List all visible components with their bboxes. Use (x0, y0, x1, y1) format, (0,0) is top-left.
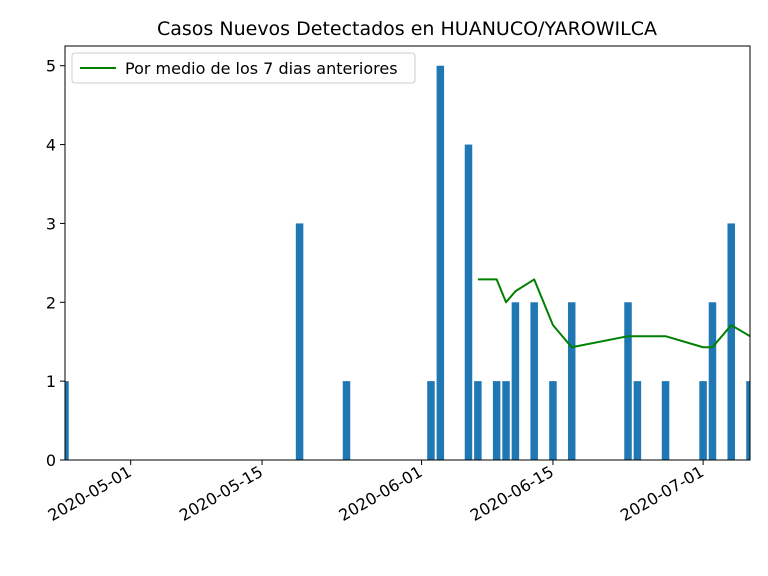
bar (567, 302, 576, 460)
bar (708, 302, 717, 460)
x-axis: 2020-05-01 2020-05-15 2020-06-01 2020-06-15… (45, 460, 707, 525)
bar (295, 223, 304, 460)
y-tick-label: 2 (46, 293, 56, 312)
x-tick-label: 2020-05-15 (176, 462, 266, 525)
bar (511, 302, 520, 460)
bar (492, 381, 501, 460)
bar (727, 223, 735, 460)
chart-title: Casos Nuevos Detectados en HUANUCO/YAROW… (157, 18, 657, 40)
bar (436, 65, 445, 460)
y-tick-label: 1 (46, 372, 56, 391)
y-tick-label: 0 (46, 451, 56, 470)
bar (549, 381, 557, 460)
line-layer (477, 278, 751, 349)
y-axis: 0 1 2 3 4 5 (46, 57, 65, 470)
x-tick-label: 2020-05-01 (45, 462, 135, 525)
plot-frame (64, 45, 751, 461)
bar (464, 144, 473, 461)
bar (474, 381, 482, 460)
y-tick-label: 4 (46, 136, 56, 155)
bar (65, 381, 69, 460)
x-tick-label: 2020-07-01 (617, 462, 707, 525)
bar (502, 381, 510, 460)
bar (342, 381, 351, 460)
x-tick-label: 2020-06-15 (467, 462, 557, 525)
bar (746, 381, 750, 460)
x-tick-label: 2020-06-01 (336, 462, 426, 525)
series-line-7day-average (477, 278, 751, 349)
y-tick-label: 5 (46, 57, 56, 76)
legend-box (71, 52, 416, 84)
legend-label: Por medio de los 7 dias anteriores (125, 59, 398, 78)
bar (633, 381, 642, 460)
bar (624, 302, 632, 460)
bars-layer (65, 65, 750, 461)
y-tick-label: 3 (46, 214, 56, 233)
bar (427, 381, 435, 460)
bar (530, 302, 538, 460)
legend: Por medio de los 7 dias anteriores (71, 52, 416, 84)
bar (699, 381, 707, 460)
bar (661, 381, 670, 460)
